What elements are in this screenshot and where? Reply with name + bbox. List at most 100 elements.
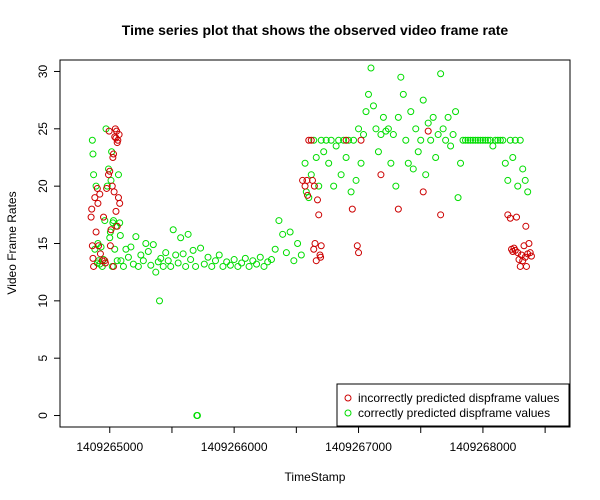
- data-point: [394, 113, 402, 121]
- data-point: [184, 230, 192, 238]
- data-point: [524, 188, 532, 196]
- data-point: [315, 182, 323, 190]
- data-point: [310, 136, 318, 144]
- data-point: [279, 230, 287, 238]
- data-point: [94, 199, 102, 207]
- data-point: [310, 182, 318, 190]
- y-axis: 0 5 10 15 20 25 30: [36, 64, 60, 419]
- data-point: [90, 171, 98, 179]
- data-point: [142, 240, 150, 247]
- data-point: [335, 136, 343, 144]
- data-point: [245, 262, 253, 270]
- data-point: [119, 262, 127, 270]
- data-point: [271, 245, 279, 253]
- data-point: [312, 153, 320, 161]
- data-point: [307, 136, 315, 144]
- data-point: [364, 90, 372, 98]
- data-point: [226, 261, 234, 269]
- data-point: [412, 125, 420, 133]
- data-point: [96, 190, 104, 198]
- chart-title: Time series plot that shows the observed…: [122, 22, 509, 38]
- data-point: [109, 262, 117, 270]
- data-point: [147, 261, 155, 269]
- y-tick-label: 5: [36, 355, 50, 362]
- data-point: [182, 262, 190, 270]
- data-point: [193, 412, 201, 420]
- data-point: [286, 228, 294, 236]
- data-point: [514, 249, 522, 257]
- data-point: [350, 136, 358, 144]
- data-point: [399, 90, 407, 98]
- data-point: [362, 108, 370, 116]
- data-point: [92, 228, 100, 236]
- data-point: [87, 213, 95, 221]
- legend-label-correct: correctly predicted dispframe values: [358, 406, 550, 420]
- data-point: [417, 136, 425, 144]
- data-point: [299, 176, 307, 184]
- data-point: [320, 148, 328, 156]
- data-point: [208, 262, 216, 270]
- data-point: [402, 136, 410, 144]
- data-point: [332, 142, 340, 150]
- data-point: [174, 259, 182, 267]
- data-point: [511, 136, 519, 144]
- data-point: [513, 213, 521, 221]
- y-tick-label: 20: [36, 179, 50, 193]
- data-point: [522, 262, 530, 270]
- data-point: [377, 131, 385, 139]
- data-point: [310, 245, 318, 253]
- plot-frame: [59, 59, 571, 428]
- data-point: [315, 211, 323, 219]
- data-point: [419, 188, 427, 196]
- data-point: [159, 262, 167, 270]
- data-point: [342, 153, 350, 161]
- data-point: [110, 188, 118, 196]
- data-point: [484, 136, 492, 144]
- data-point: [294, 240, 302, 247]
- data-point: [172, 251, 180, 259]
- data-point: [409, 165, 417, 173]
- data-point: [301, 182, 309, 190]
- data-point: [387, 159, 395, 167]
- y-tick-label: 30: [36, 64, 50, 78]
- data-point: [132, 233, 140, 241]
- data-point: [389, 131, 397, 139]
- data-point: [469, 136, 477, 144]
- data-point: [491, 136, 499, 144]
- data-point: [304, 191, 312, 199]
- series-incorrect: [87, 125, 535, 270]
- data-point: [109, 150, 117, 158]
- data-point: [124, 253, 132, 261]
- data-point: [384, 125, 392, 133]
- data-point: [444, 113, 452, 121]
- data-point: [481, 136, 489, 144]
- data-point: [434, 131, 442, 139]
- data-point: [466, 136, 474, 144]
- data-point: [353, 242, 361, 250]
- data-point: [471, 136, 479, 144]
- data-point: [429, 113, 437, 121]
- data-point: [374, 148, 382, 156]
- data-point: [137, 251, 145, 259]
- data-point: [106, 242, 114, 250]
- x-tick-label: 1409268000: [450, 440, 517, 454]
- data-point: [311, 240, 319, 247]
- x-tick-label: 1409267000: [325, 440, 392, 454]
- data-point: [249, 257, 257, 265]
- data-point: [290, 257, 298, 265]
- data-point: [347, 188, 355, 196]
- data-point: [200, 260, 208, 268]
- data-point: [267, 256, 275, 264]
- x-tick-label: 1409265000: [76, 440, 143, 454]
- data-point: [397, 73, 405, 81]
- data-point: [179, 250, 187, 258]
- data-point: [115, 131, 123, 139]
- data-point: [360, 131, 368, 139]
- data-point: [139, 257, 147, 265]
- data-point: [134, 262, 142, 270]
- data-point: [379, 113, 387, 121]
- data-point: [177, 234, 185, 242]
- data-point: [392, 182, 400, 190]
- data-point: [275, 217, 283, 225]
- data-point: [215, 251, 223, 259]
